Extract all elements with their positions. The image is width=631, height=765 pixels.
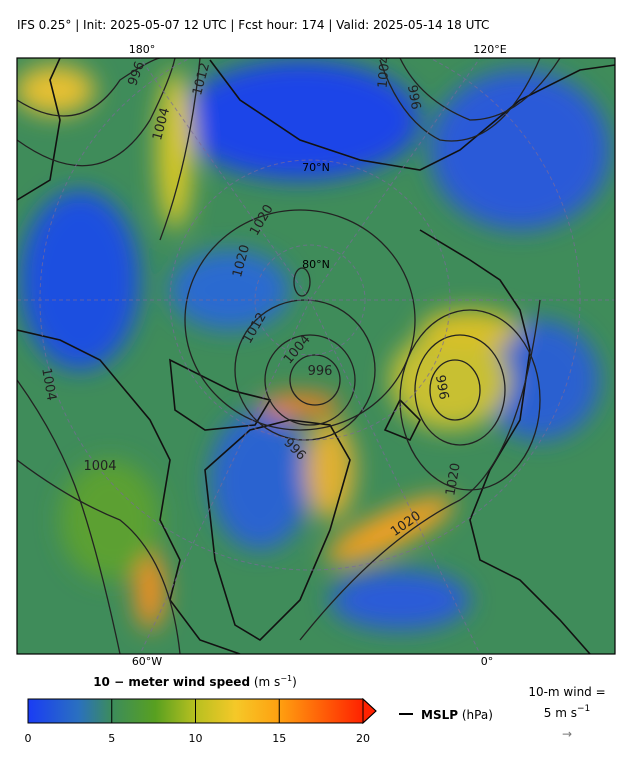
colorbar-extend [362, 697, 377, 725]
mslp-legend-units: (hPa) [462, 708, 493, 722]
wind-reference-value: 5 m s−1 [544, 704, 591, 720]
lon-label: 0° [481, 655, 494, 668]
lon-label: 180° [129, 43, 156, 56]
colorbar-units: (m s [254, 675, 280, 689]
contour-label: 996 [404, 84, 423, 111]
colorbar-units-close: ) [292, 675, 297, 689]
lon-label: 120°E [473, 43, 506, 56]
lat-label: 70°N [302, 161, 330, 174]
mslp-legend-name: MSLP [421, 708, 458, 722]
contour-label: 996 [432, 374, 451, 401]
colorbar-tick-label: 10 [189, 732, 203, 745]
contour-label: 1004 [376, 55, 394, 89]
wind-reference-units: 5 m s [544, 706, 577, 720]
wind-reference-exp: −1 [577, 704, 590, 714]
contour-label: 1020 [443, 462, 464, 497]
colorbar-tick-label: 15 [272, 732, 286, 745]
mslp-legend: MSLP (hPa) [421, 708, 493, 722]
wind-field [17, 60, 610, 630]
wind-reference: 10-m wind = [528, 685, 605, 699]
lon-label: 60°W [132, 655, 162, 668]
lat-label: 80°N [302, 258, 330, 271]
colorbar-tick-label: 0 [25, 732, 32, 745]
colorbar-tick-label: 20 [356, 732, 370, 745]
contour-label: 1004 [38, 367, 59, 402]
colorbar-tick-label: 5 [108, 732, 115, 745]
wind-reference-arrow: → [562, 727, 572, 741]
colorbar-units-exp: −1 [280, 674, 292, 683]
map-frame [16, 57, 616, 655]
colorbar-title: 10 − meter wind speed (m s−1) [93, 674, 297, 689]
coastlines [17, 58, 615, 654]
colorbar-title-text: 10 − meter wind speed [93, 675, 250, 689]
title: IFS 0.25° | Init: 2025-05-07 12 UTC | Fc… [17, 18, 489, 32]
mslp-contours [17, 58, 561, 654]
graticule [17, 58, 615, 654]
contour-label: 1004 [83, 459, 116, 474]
contour-label: 996 [308, 364, 333, 379]
